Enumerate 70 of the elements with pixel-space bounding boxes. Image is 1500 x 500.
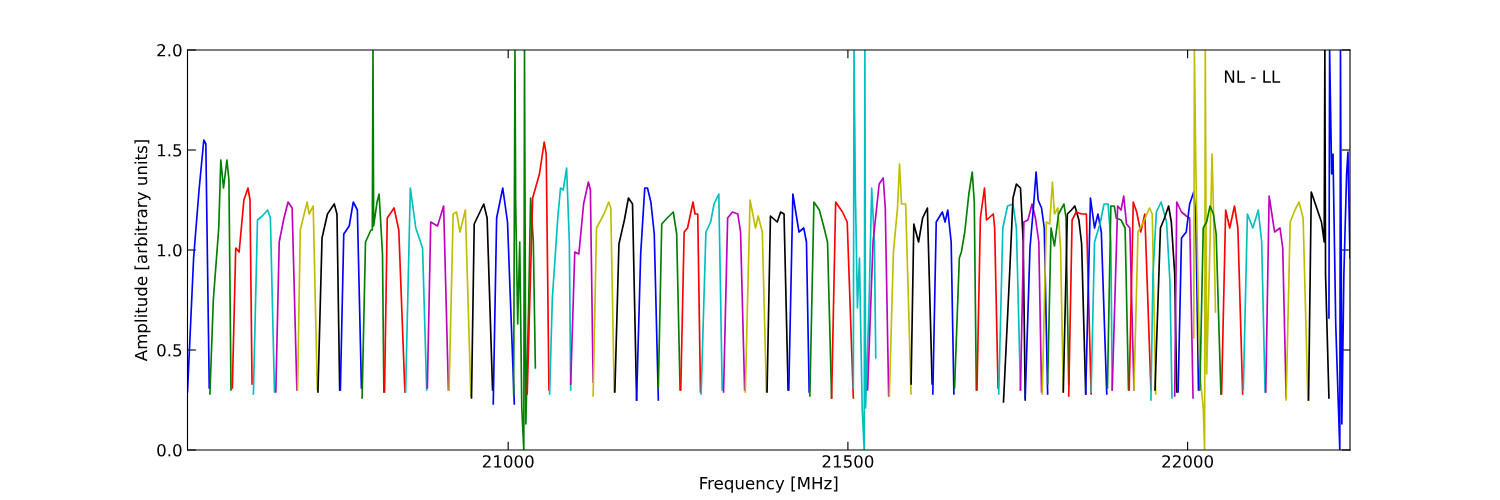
y-tick-label: 0.5 xyxy=(157,343,182,357)
x-axis-title: Frequency [MHz] xyxy=(700,476,838,493)
line-series xyxy=(1084,197,1108,395)
line-series xyxy=(1199,205,1222,395)
line-series xyxy=(931,209,955,395)
line-series xyxy=(383,207,406,393)
line-series xyxy=(1173,201,1194,399)
line-series xyxy=(448,209,472,397)
line-series xyxy=(317,203,341,393)
line-series xyxy=(1150,201,1173,401)
line-series xyxy=(592,201,616,397)
y-tick-label: 1.5 xyxy=(157,144,182,157)
line-series xyxy=(569,181,594,385)
y-tick-label: 2.0 xyxy=(157,43,182,57)
line-series xyxy=(404,187,428,393)
line-series xyxy=(1041,181,1065,395)
annotation: NL - LL xyxy=(1224,70,1281,83)
line-series xyxy=(492,187,516,405)
line-series xyxy=(252,209,276,395)
line-series xyxy=(722,211,746,393)
line-series xyxy=(1067,211,1092,397)
line-series xyxy=(1019,203,1043,393)
line-series xyxy=(1220,205,1244,395)
line-series xyxy=(1046,203,1070,385)
y-tick-label: 0.0 xyxy=(157,443,182,457)
line-series xyxy=(852,50,877,450)
line-series xyxy=(1133,207,1157,395)
line-series xyxy=(1285,201,1309,401)
line-series xyxy=(888,163,912,397)
line-series xyxy=(548,167,572,395)
line-series xyxy=(231,187,253,389)
line-series xyxy=(1192,50,1217,450)
line-series xyxy=(657,211,681,391)
line-series xyxy=(274,201,298,393)
line-series xyxy=(1106,205,1130,391)
line-series xyxy=(470,203,494,399)
line-series xyxy=(1128,201,1152,391)
line-series xyxy=(1177,191,1200,393)
x-tick-label: 21500 xyxy=(822,455,874,468)
line-series xyxy=(1062,205,1087,395)
line-series xyxy=(209,159,232,395)
line-series xyxy=(953,171,978,391)
line-series xyxy=(339,201,363,391)
line-series xyxy=(635,187,660,401)
line-series xyxy=(997,203,1022,395)
x-tick-label: 21000 xyxy=(482,455,534,468)
line-series xyxy=(744,199,768,393)
line-series xyxy=(1002,183,1027,403)
line-series xyxy=(1154,205,1178,393)
line-series xyxy=(1242,209,1266,393)
line-series xyxy=(526,141,550,395)
line-series xyxy=(426,205,450,391)
line-series xyxy=(1024,171,1049,399)
line-series xyxy=(910,207,933,385)
line-series xyxy=(361,50,385,399)
y-axis-title: Amplitude [arbitrary units] xyxy=(134,140,151,362)
line-series xyxy=(976,187,999,391)
line-series xyxy=(700,193,724,395)
line-series xyxy=(866,177,890,397)
line-series xyxy=(1090,203,1114,393)
line-series xyxy=(1111,195,1135,391)
line-series xyxy=(830,201,855,399)
line-series xyxy=(766,211,789,393)
line-series xyxy=(679,201,702,393)
x-tick-label: 22000 xyxy=(1162,455,1214,468)
line-series xyxy=(512,50,537,450)
y-tick-label: 1.0 xyxy=(157,243,182,257)
line-series xyxy=(296,201,319,391)
line-series xyxy=(787,193,811,393)
line-series xyxy=(809,201,833,399)
